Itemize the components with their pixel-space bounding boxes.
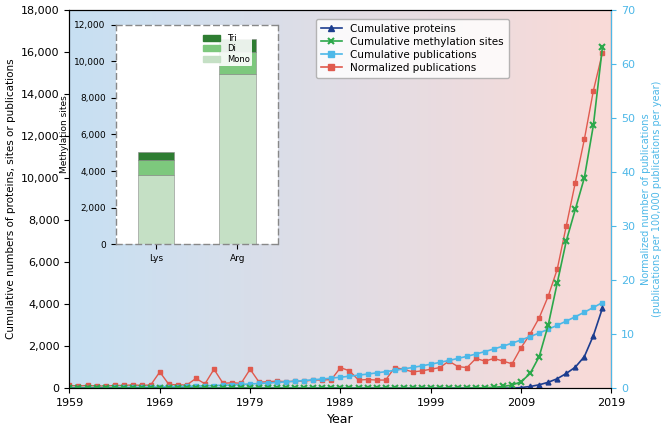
Legend: Cumulative proteins, Cumulative methylation sites, Cumulative publications, Norm: Cumulative proteins, Cumulative methylat… (316, 19, 509, 78)
Y-axis label: Normalized number of publications
(publications per 100,000 publications per yea: Normalized number of publications (publi… (641, 81, 663, 317)
X-axis label: Year: Year (327, 413, 354, 426)
Y-axis label: Cumulative numbers of proteins, sites or publications: Cumulative numbers of proteins, sites or… (5, 59, 15, 339)
